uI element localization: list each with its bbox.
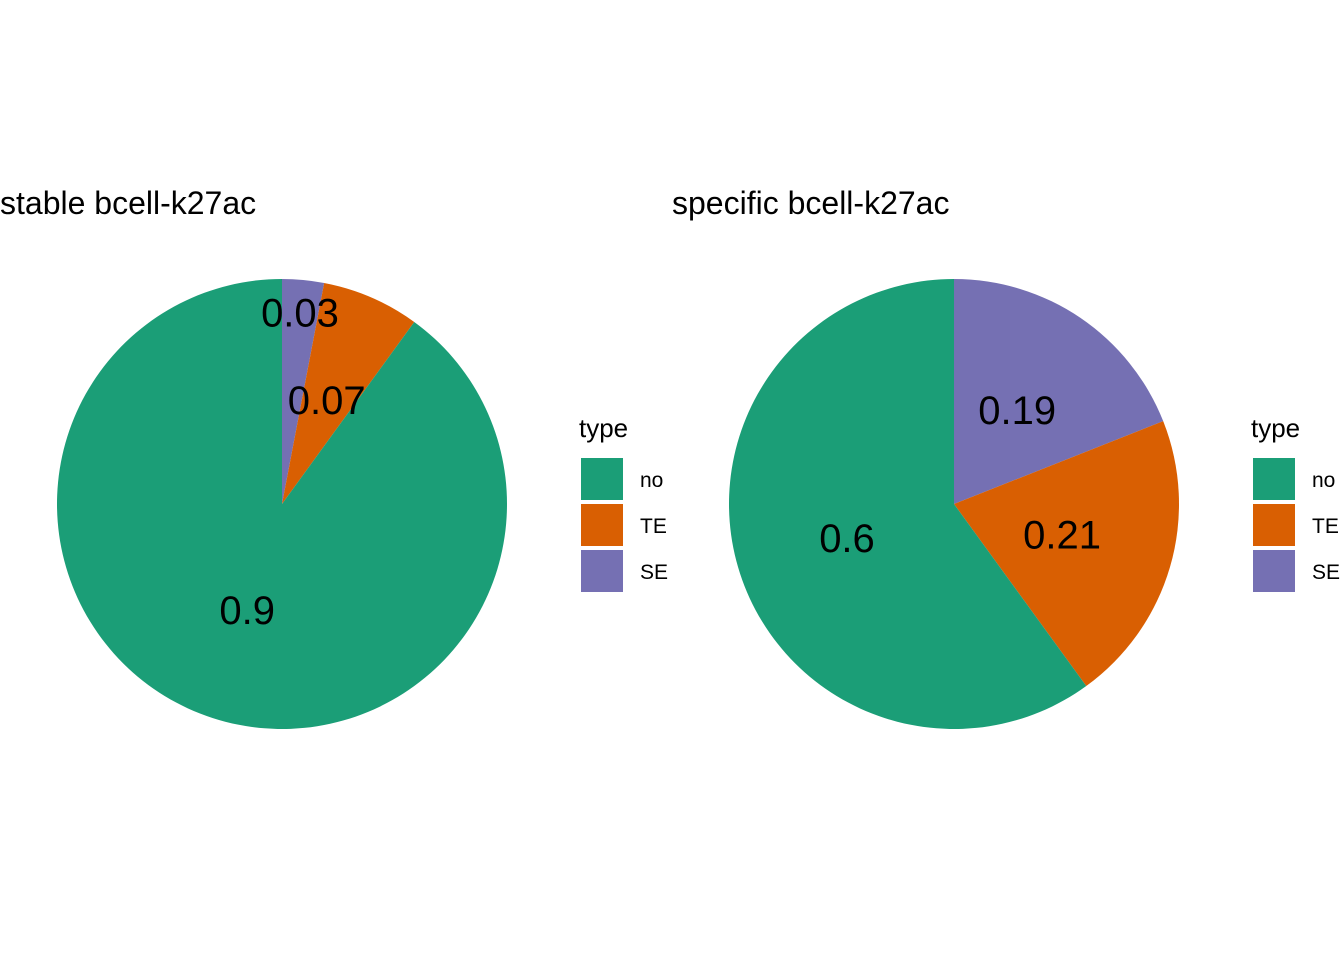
slice-label-no: 0.9 [219,589,275,633]
legend-label-no: no [640,469,663,492]
slice-label-SE: 0.03 [261,292,339,336]
legend-label-no: no [1312,469,1335,492]
legend-label-TE: TE [640,515,667,538]
pie-slice-no [56,279,507,729]
legend-title: type [579,413,628,443]
legend-key-TE [581,504,623,546]
slice-label-TE: 0.07 [288,379,366,423]
legend-key-SE [1253,550,1295,592]
slice-label-no: 0.6 [819,517,875,561]
legend-key-no [581,458,623,500]
legend-key-no [1253,458,1295,500]
legend: type no TE SE [579,413,668,592]
pie-panel-2: specific bcell-k27ac 0.19 0.21 0.6 type no TE S… [672,185,1340,729]
pie-slice-TE [954,421,1179,687]
legend-title: type [1251,413,1300,443]
legend-label-SE: SE [1312,561,1340,584]
slice-label-TE: 0.21 [1023,513,1101,557]
pie-slice-SE [282,279,325,504]
slice-label-SE: 0.19 [978,389,1056,433]
legend-key-SE [581,550,623,592]
pie-slice-no [728,279,1087,729]
legend-key-TE [1253,504,1295,546]
legend-label-TE: TE [1312,515,1339,538]
legend: type no TE SE [1251,413,1340,592]
chart-title: specific bcell-k27ac [672,185,949,221]
pie-slice-SE [954,279,1164,504]
chart-title: stable bcell-k27ac [0,185,256,221]
pie-slice-TE [282,282,415,504]
pie-panel-1: stable bcell-k27ac 0.03 0.07 0.9 type no TE SE [0,185,668,729]
legend-label-SE: SE [640,561,668,584]
